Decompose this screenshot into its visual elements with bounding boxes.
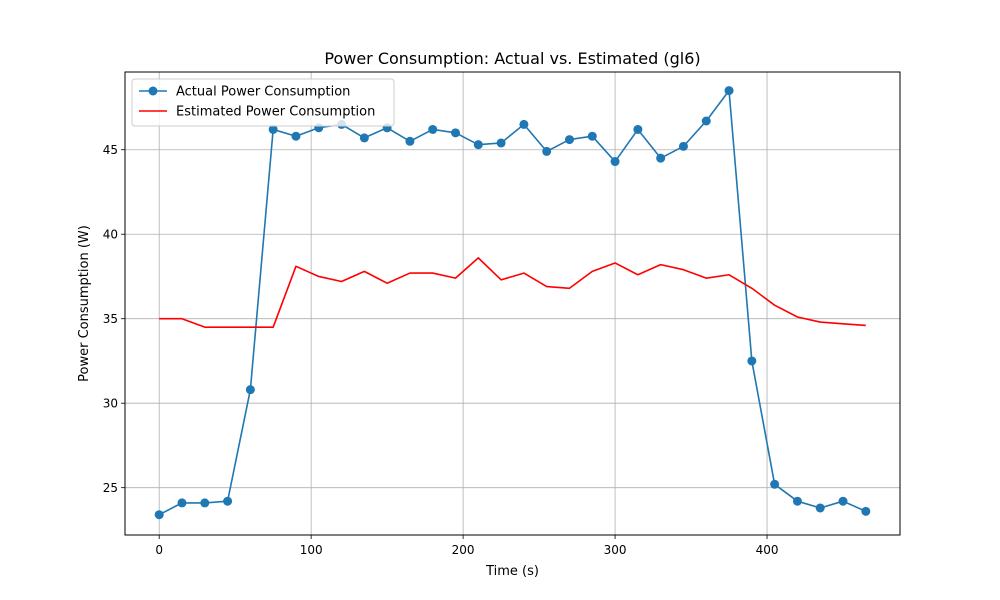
data-point-actual <box>564 135 574 145</box>
data-point-actual <box>610 157 620 167</box>
x-tick-label: 0 <box>155 543 163 557</box>
data-point-actual <box>747 356 757 366</box>
data-point-actual <box>268 124 278 134</box>
data-point-actual <box>405 136 415 146</box>
y-axis-label: Power Consumption (W) <box>77 225 92 382</box>
data-point-actual <box>200 498 210 508</box>
data-point-actual <box>451 128 461 138</box>
legend-label-estimated: Estimated Power Consumption <box>176 105 375 120</box>
x-axis-label: Time (s) <box>485 564 539 579</box>
data-point-actual <box>678 141 688 151</box>
data-point-actual <box>815 503 825 513</box>
y-tick-label: 45 <box>103 143 118 157</box>
data-point-actual <box>154 510 164 520</box>
legend-label-actual: Actual Power Consumption <box>176 85 350 100</box>
data-point-actual <box>496 138 506 148</box>
y-tick-label: 35 <box>103 312 118 326</box>
legend-box <box>131 78 395 127</box>
data-point-actual <box>359 133 369 143</box>
grid-lines <box>125 72 900 535</box>
data-point-actual <box>519 119 529 129</box>
data-point-actual <box>633 124 643 134</box>
data-point-actual <box>428 124 438 134</box>
data-point-actual <box>473 140 483 150</box>
x-tick-label: 100 <box>300 543 323 557</box>
x-tick-label: 300 <box>604 543 627 557</box>
y-tick-label: 40 <box>103 228 118 242</box>
data-point-actual <box>701 116 711 126</box>
data-point-actual <box>542 146 552 156</box>
axis-ticks: 0 100 200 300 400 25 30 35 40 45 <box>103 143 779 557</box>
data-point-actual <box>245 385 255 395</box>
data-point-actual <box>177 498 187 508</box>
plot-frame <box>124 71 901 536</box>
legend-marker-actual <box>148 86 158 96</box>
legend: Actual Power Consumption Estimated Power… <box>131 78 395 127</box>
x-tick-label: 200 <box>452 543 475 557</box>
y-tick-label: 25 <box>103 481 118 495</box>
series-group <box>154 86 871 520</box>
data-point-actual <box>656 153 666 163</box>
chart-title: Power Consumption: Actual vs. Estimated … <box>324 49 700 68</box>
series-line-estimated <box>159 257 866 328</box>
data-point-actual <box>838 496 848 506</box>
data-point-actual <box>724 86 734 96</box>
data-point-actual <box>792 496 802 506</box>
data-point-actual <box>861 506 871 516</box>
x-tick-label: 400 <box>756 543 779 557</box>
y-tick-label: 30 <box>103 397 118 411</box>
data-point-actual <box>587 131 597 141</box>
data-point-actual <box>223 496 233 506</box>
data-point-actual <box>770 479 780 489</box>
data-point-actual <box>291 131 301 141</box>
